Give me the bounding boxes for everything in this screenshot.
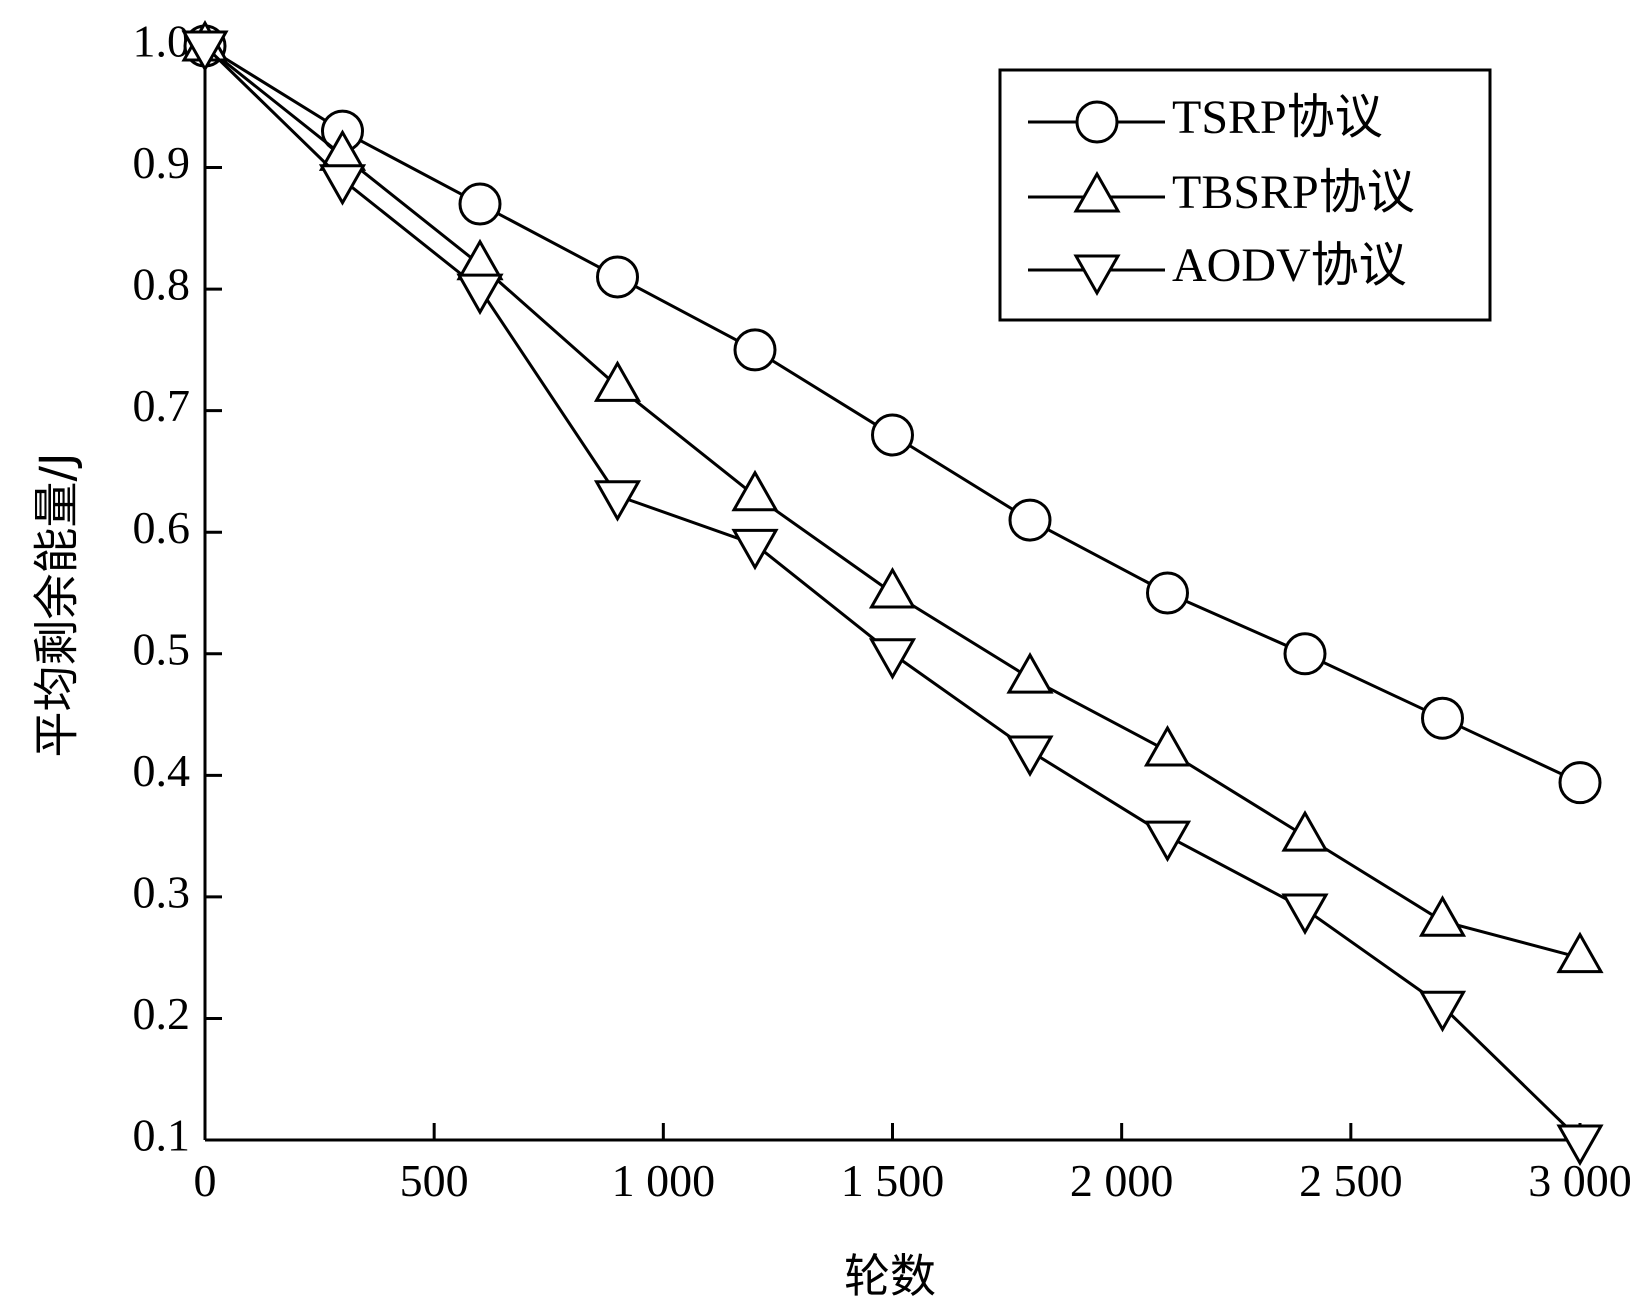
- data-point-tsrp: [458, 182, 502, 226]
- x-tick-label: 2 000: [1070, 1155, 1174, 1206]
- data-point-aodv: [1556, 1124, 1604, 1167]
- axes: 0.1 0.2 0.3 0.4 0.5 0.6 0.7 0.8 0.9 1.0 0 500 1 000 1…: [133, 16, 1632, 1206]
- data-point-aodv: [318, 164, 367, 206]
- x-axis-title: 轮数: [844, 1249, 936, 1303]
- legend-label-tsrp: TSRP协议: [1172, 91, 1383, 144]
- data-point-aodv: [1281, 893, 1329, 936]
- data-point-tsrp: [1146, 571, 1189, 615]
- data-point-aodv: [1143, 820, 1192, 863]
- y-tick-label: 0.9: [133, 137, 191, 188]
- series-aodv: [181, 30, 1604, 1167]
- data-point-tsrp: [1283, 632, 1327, 676]
- y-tick-label: 0.6: [133, 502, 191, 553]
- data-point-tsrp: [871, 413, 914, 457]
- y-tick-label: 0.5: [133, 623, 191, 674]
- data-point-tsrp: [733, 328, 777, 372]
- data-point-tbsrp: [731, 469, 779, 512]
- y-tick-label: 1.0: [133, 16, 191, 67]
- data-point-tbsrp: [1143, 724, 1192, 767]
- y-tick-label: 0.3: [133, 866, 191, 917]
- legend-label-tbsrp: TBSRP协议: [1172, 166, 1415, 219]
- series-group: [181, 19, 1604, 1167]
- y-tick-label: 0.8: [133, 259, 191, 310]
- data-point-aodv: [593, 480, 642, 522]
- y-tick-label: 0.7: [133, 380, 191, 431]
- x-tick-label: 1 500: [841, 1155, 945, 1206]
- legend-label-aodv: AODV协议: [1172, 239, 1407, 292]
- data-point-aodv: [456, 273, 504, 316]
- data-point-tsrp: [1421, 696, 1464, 740]
- x-tick-label: 500: [400, 1155, 469, 1206]
- legend-marker-aodv: [1073, 254, 1121, 297]
- legend: TSRP协议 TBSRP协议 AODV协议: [998, 68, 1492, 322]
- y-tick-label: 0.2: [133, 988, 191, 1039]
- data-point-tsrp: [1008, 498, 1052, 542]
- data-point-aodv: [1006, 735, 1054, 778]
- data-point-aodv: [868, 638, 917, 680]
- data-point-aodv: [731, 528, 779, 571]
- data-point-tsrp: [596, 255, 639, 299]
- data-point-tbsrp: [1418, 895, 1467, 937]
- data-point-tbsrp: [868, 566, 917, 609]
- x-tick-label: 2 500: [1299, 1155, 1403, 1206]
- data-point-tbsrp: [1281, 810, 1329, 852]
- data-point-tbsrp: [456, 238, 504, 281]
- y-axis-title: 平均剩余能量/J: [30, 452, 84, 757]
- data-point-tbsrp: [593, 360, 642, 402]
- legend-marker-tbsrp: [1073, 170, 1121, 213]
- y-tick-label: 0.1: [133, 1110, 191, 1161]
- data-point-aodv: [181, 30, 229, 73]
- x-tick-label: 0: [194, 1155, 217, 1206]
- data-point-tsrp: [1558, 761, 1602, 805]
- x-tick-label: 1 000: [612, 1155, 716, 1206]
- legend-marker-tsrp: [1075, 100, 1119, 144]
- data-point-tbsrp: [1006, 652, 1054, 694]
- data-point-aodv: [1418, 990, 1467, 1033]
- data-point-tbsrp: [1556, 931, 1604, 974]
- y-tick-label: 0.4: [133, 745, 191, 796]
